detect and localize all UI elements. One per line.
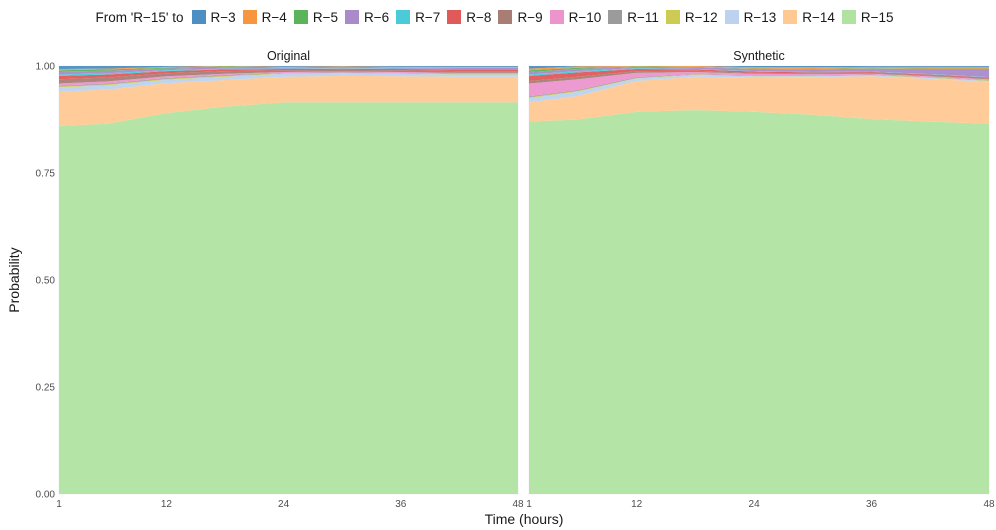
area-series (529, 66, 989, 69)
area-series (59, 66, 518, 69)
legend-item: R−12 (665, 9, 718, 25)
legend-item: R−13 (724, 9, 777, 25)
legend-item: R−14 (783, 10, 835, 25)
area-series (59, 73, 518, 92)
facet-title: Original (267, 49, 310, 63)
legend-label: R−9 (517, 9, 543, 25)
panel-0 (58, 65, 519, 495)
x-tick-label: 24 (749, 499, 761, 510)
legend-label: R−12 (684, 9, 718, 25)
y-tick-label: 0.00 (36, 490, 56, 501)
legend-swatch (293, 10, 308, 24)
area-series (59, 102, 518, 494)
legend-swatch (783, 10, 798, 24)
x-tick-label: 1 (526, 499, 532, 510)
legend-item: R−3 (191, 9, 236, 25)
legend-item: R−8 (447, 10, 491, 25)
legend-label: R−6 (363, 9, 390, 25)
legend-swatch (191, 10, 206, 24)
y-axis-title: Probability (6, 247, 22, 312)
legend-label: R−3 (210, 9, 236, 25)
area-series (529, 110, 989, 494)
legend-label: R−11 (627, 9, 659, 25)
legend-swatch (396, 10, 411, 24)
area-series (59, 67, 518, 75)
x-tick-label: 1 (56, 499, 62, 510)
area-series (529, 66, 989, 71)
legend-label: R−15 (860, 9, 894, 25)
legend-swatch (665, 10, 680, 24)
legend-label: R−14 (802, 9, 835, 25)
legend-swatch (841, 10, 856, 24)
legend-label: R−5 (312, 9, 338, 25)
legend-swatch (242, 10, 257, 24)
y-tick-label: 0.50 (36, 276, 56, 287)
y-tick-label: 1.00 (36, 62, 56, 73)
x-axis-title: Time (hours) (485, 511, 564, 527)
legend-item: R−9 (498, 9, 543, 25)
area-series (529, 68, 989, 78)
y-tick-label: 0.25 (36, 383, 56, 394)
legend-items: R−3 R−4 R−5 R−6 R−7 R−8 R−9 R−10 R−11 R−12 R−13 R−1… (191, 9, 901, 25)
legend-label: R−4 (261, 9, 287, 25)
area-series (529, 66, 989, 78)
x-tick-label: 48 (983, 499, 995, 510)
legend-swatch (549, 10, 564, 24)
x-tick-label: 36 (866, 499, 878, 510)
area-series (59, 68, 518, 76)
y-tick-label: 0.75 (36, 169, 56, 180)
legend-label: R−13 (743, 9, 777, 25)
legend-label: R−10 (568, 9, 602, 25)
legend-label: R−8 (466, 9, 492, 25)
legend-swatch (498, 10, 513, 24)
x-tick-label: 48 (512, 499, 524, 510)
legend-swatch (608, 10, 623, 24)
area-series (529, 76, 989, 124)
legend-swatch (447, 10, 462, 24)
legend-item: R−4 (242, 9, 287, 25)
legend-swatch (344, 10, 359, 24)
legend-swatch (724, 10, 739, 24)
legend: From 'R−15' to R−3 R−4 R−5 R−6 R−7 R−8 R−9 R−10… (0, 6, 996, 28)
x-tick-label: 24 (278, 499, 290, 510)
x-tick-label: 12 (631, 499, 643, 510)
legend-title: From 'R−15' to (95, 9, 184, 25)
x-tick-label: 12 (161, 499, 173, 510)
area-series (59, 66, 518, 71)
area-series (59, 68, 518, 80)
legend-item: R−15 (841, 9, 894, 25)
area-series (59, 72, 518, 88)
area-series (529, 70, 989, 84)
legend-item: R−7 (396, 10, 440, 25)
area-series (59, 69, 518, 84)
area-series (59, 66, 518, 72)
legend-item: R−5 (293, 9, 338, 25)
panel-1 (528, 65, 990, 495)
legend-item: R−11 (608, 10, 659, 25)
area-series (59, 75, 518, 126)
area-series (59, 71, 518, 86)
facet-title: Synthetic (733, 49, 784, 63)
x-tick-label: 36 (395, 499, 407, 510)
legend-item: R−6 (344, 9, 390, 25)
legend-label: R−7 (415, 9, 441, 25)
area-series (59, 72, 518, 87)
legend-item: R−10 (549, 9, 602, 25)
